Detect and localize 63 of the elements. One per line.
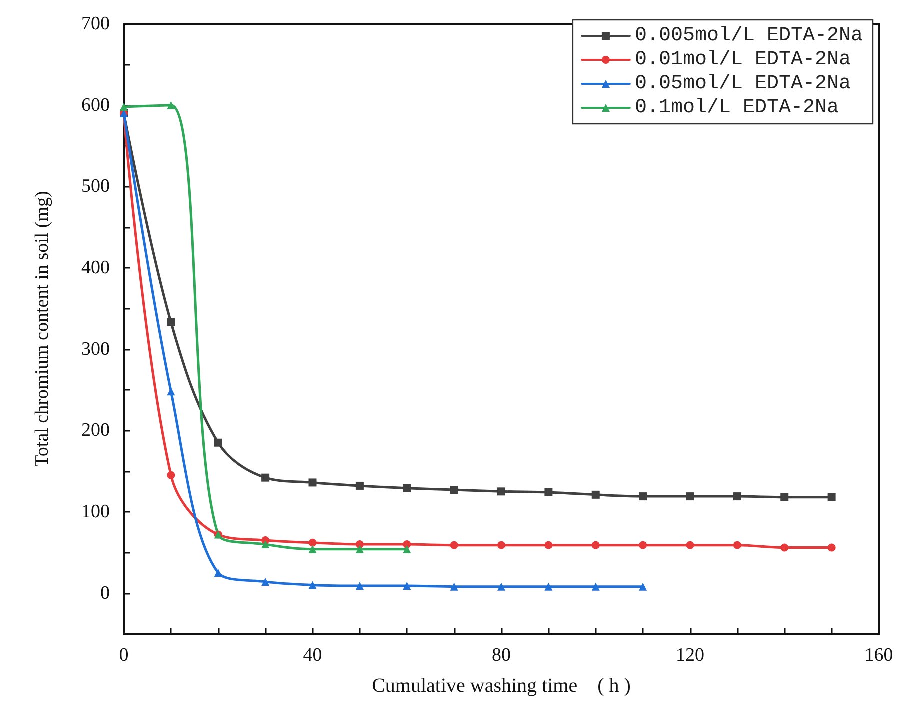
x-tick-label: 40 [303, 645, 322, 666]
point [262, 474, 270, 482]
point [592, 490, 600, 499]
y-tick-label: 400 [82, 258, 110, 278]
point [403, 540, 412, 549]
x-tick-label: 120 [676, 645, 704, 666]
x-tick-label: 80 [492, 645, 511, 666]
x-tick-label: 160 [864, 645, 894, 666]
point [686, 492, 694, 501]
point [167, 388, 176, 396]
point [167, 471, 176, 480]
y-tick-label: 0 [100, 582, 110, 604]
point [592, 582, 600, 591]
point [308, 478, 317, 487]
point [498, 582, 506, 591]
point [167, 318, 176, 326]
legend-label: 0.005mol/L EDTA-2Na [634, 24, 864, 48]
point [450, 582, 458, 591]
point [733, 541, 742, 550]
y-tick-label: 200 [82, 420, 110, 442]
y-tick-label: 500 [82, 176, 110, 198]
point [828, 493, 836, 502]
point [828, 544, 836, 552]
point [356, 482, 364, 490]
point [686, 541, 694, 550]
point [214, 438, 222, 447]
y-tick-label: 700 [82, 14, 110, 34]
y-tick-label: 100 [82, 502, 110, 522]
point [498, 488, 506, 496]
point [592, 541, 600, 550]
point [780, 493, 789, 502]
y-tick-label: 300 [82, 338, 110, 360]
point [403, 545, 412, 554]
point [356, 545, 364, 554]
point [167, 101, 176, 110]
point [308, 545, 317, 554]
point [498, 541, 506, 550]
point [308, 581, 317, 590]
point [403, 582, 412, 590]
point [450, 486, 458, 494]
y-axis-title: Total chromium content in soil (mg) [32, 191, 53, 467]
point [403, 484, 412, 492]
legend-label: 0.01mol/L EDTA-2Na [634, 48, 852, 72]
point [262, 540, 270, 549]
point [780, 544, 789, 552]
point [450, 541, 458, 550]
point [639, 582, 648, 591]
x-tick-label: 0 [119, 645, 129, 666]
point [544, 582, 553, 591]
point [262, 578, 270, 586]
point [120, 102, 128, 111]
legend-label: 0.05mol/L EDTA-2Na [634, 72, 852, 96]
x-axis-title: Cumulative washing time ( h ) [372, 675, 631, 697]
legend-label: 0.1mol/L EDTA-2Na [634, 96, 840, 120]
y-tick-label: 600 [82, 94, 110, 116]
point [356, 582, 364, 590]
point [544, 488, 553, 496]
point [544, 541, 553, 550]
point [639, 541, 648, 550]
point [639, 492, 648, 501]
point [308, 538, 317, 547]
point [733, 492, 742, 501]
point [356, 540, 364, 549]
